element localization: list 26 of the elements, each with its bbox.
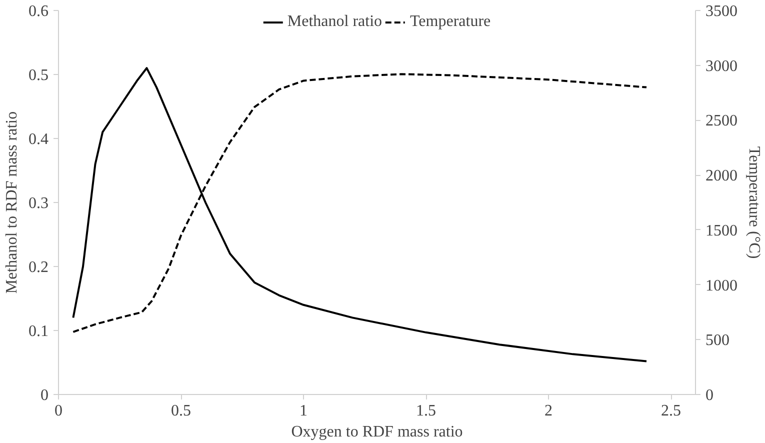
x-tick-label: 2: [544, 402, 552, 420]
legend-label: Methanol ratio: [287, 13, 382, 31]
y2-tick-label: 2000: [706, 168, 738, 185]
y-axis-title: Methanol to RDF mass ratio: [4, 111, 20, 294]
x-tick-label: 0.5: [171, 402, 191, 420]
y-tick-label: 0.4: [28, 131, 48, 148]
y-tick-label: 0.5: [28, 67, 48, 84]
y2-tick-label: 1000: [706, 277, 738, 294]
y2-tick-label: 1500: [706, 222, 738, 240]
y-tick-label: 0: [40, 387, 48, 404]
y2-tick-label: 500: [706, 332, 730, 350]
y2-tick-label: 3000: [706, 58, 738, 75]
y-tick-label: 0.3: [28, 195, 48, 212]
x-tick-label: 0: [54, 402, 62, 420]
y-tick-label: 0.6: [28, 3, 48, 20]
x-axis-title: Oxygen to RDF mass ratio: [291, 424, 463, 440]
y2-tick-label: 0: [706, 387, 714, 404]
y2-tick-label: 3500: [706, 3, 738, 20]
y-tick-label: 0.1: [28, 323, 48, 340]
y2-axis-title: Temperature (°C): [746, 146, 762, 259]
y-tick-label: 0.2: [28, 259, 48, 276]
x-tick-label: 1: [300, 402, 308, 420]
legend-label: Temperature: [410, 13, 491, 31]
x-tick-label: 1.5: [416, 402, 436, 420]
x-tick-label: 2.5: [661, 402, 681, 420]
y2-tick-label: 2500: [706, 112, 738, 130]
